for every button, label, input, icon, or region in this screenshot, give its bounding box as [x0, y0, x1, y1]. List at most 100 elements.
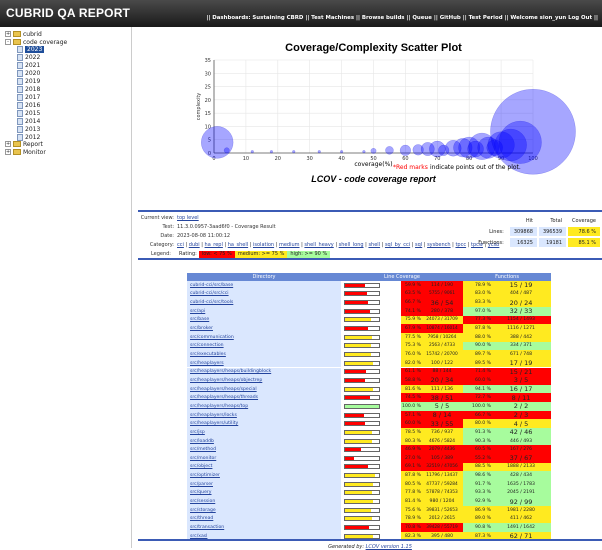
directory-link[interactable]: src/query — [190, 490, 212, 496]
directory-link[interactable]: src/heaplayers/heaps/top — [190, 403, 249, 409]
tree-node-2023[interactable]: 2023 — [17, 45, 45, 53]
date-row: Date: 2023-08-08 11:00:12 — [138, 233, 230, 239]
top-nav-item[interactable]: || Browse builds — [356, 15, 405, 21]
line-coverage-percent: 80.5 % — [401, 479, 423, 489]
directory-link[interactable]: src/thread — [190, 516, 214, 522]
legend-label: Legend: — [150, 251, 171, 257]
expand-toggle-icon[interactable]: + — [5, 141, 11, 147]
sidebar-tree: + cubrid - code coverage 2023 2022 2021 2020 201… — [0, 27, 132, 548]
directory-link[interactable]: src/connection — [190, 343, 224, 349]
tree-node-2020[interactable]: 2020 — [17, 69, 40, 77]
line-coverage-percent: 70.8 % — [401, 523, 423, 532]
top-nav-item[interactable]: || — [594, 15, 598, 21]
category-link-ha_repl[interactable]: ha_repl — [204, 242, 223, 248]
top-nav-item[interactable]: || Queue — [406, 15, 432, 21]
expand-toggle-icon[interactable]: - — [5, 39, 11, 45]
coverage-bar — [344, 447, 380, 453]
folder-icon — [13, 31, 21, 37]
top-nav-item[interactable]: || Welcome sion_yun — [504, 15, 567, 21]
directory-cell: src/connection — [187, 341, 341, 351]
category-link-tpcw[interactable]: tpcw — [470, 242, 483, 248]
directory-link[interactable]: src/optimizer — [190, 473, 220, 479]
coverage-bar-cell — [341, 324, 401, 333]
current-view-link[interactable]: top level — [177, 215, 199, 221]
top-nav-item[interactable]: || Test Period — [462, 15, 503, 21]
summary-lines-hit: 309868 — [509, 227, 537, 236]
tree-node-2016[interactable]: 2016 — [17, 101, 40, 109]
directory-link[interactable]: src/communication — [190, 334, 234, 340]
top-nav-item[interactable]: || Test Machines — [305, 15, 355, 21]
coverage-bar-cell — [341, 315, 401, 325]
tree-node-2018[interactable]: 2018 — [17, 85, 40, 93]
directory-link[interactable]: src/monitor — [190, 455, 217, 461]
function-coverage-percent: 93.3 % — [463, 488, 493, 498]
directory-link[interactable]: src/api — [190, 308, 206, 314]
directory-link[interactable]: cubrid-cci/src/cci — [190, 291, 229, 297]
directory-link[interactable]: src/object — [190, 464, 213, 470]
tree-node-cubrid[interactable]: + cubrid — [5, 30, 42, 38]
tree-node-2013[interactable]: 2013 — [17, 125, 40, 133]
category-link-ycsb[interactable]: ycsb — [487, 242, 500, 248]
function-coverage-percent: 83.0 % — [463, 289, 493, 299]
coverage-bar — [344, 352, 380, 357]
directory-link[interactable]: src/heaplayers/heaps/buildingblock — [190, 369, 272, 375]
tree-node-2012[interactable]: 2012 — [17, 133, 40, 141]
category-link-sysbench[interactable]: sysbench — [427, 242, 451, 248]
functions-header[interactable]: Functions — [495, 274, 519, 280]
directory-cell: cubrid-cci/src/base — [187, 281, 341, 290]
expand-toggle-icon[interactable]: + — [5, 149, 11, 155]
category-separator: | — [274, 242, 279, 248]
chart-note-red: *Red marks — [393, 164, 428, 171]
tree-node-label: 2012 — [25, 133, 41, 141]
category-link-ha_shell[interactable]: ha_shell — [227, 242, 249, 248]
directory-link[interactable]: src/heaplayers/heaps/threads — [190, 395, 259, 401]
category-link-sql_by_cci[interactable]: sql_by_cci — [384, 242, 411, 248]
tree-node-2015[interactable]: 2015 — [17, 109, 40, 117]
directory-link[interactable]: src/transaction — [190, 525, 225, 530]
expand-toggle-icon[interactable]: + — [5, 31, 11, 37]
directory-link[interactable]: cubrid-cci/src/tools — [190, 300, 234, 306]
directory-link[interactable]: src/session — [190, 499, 216, 505]
directory-link[interactable]: src/heaplayers/locks — [190, 412, 237, 418]
directory-link[interactable]: src/xasl — [190, 533, 208, 539]
directory-link[interactable]: src/jsp — [190, 429, 205, 435]
category-link-shell[interactable]: shell — [368, 242, 381, 248]
category-link-cci[interactable]: cci — [177, 242, 184, 248]
tree-node-2021[interactable]: 2021 — [17, 61, 40, 69]
tree-node-2019[interactable]: 2019 — [17, 77, 40, 85]
coverage-bar-cell — [341, 350, 401, 359]
top-nav-item[interactable]: || GitHub — [433, 15, 461, 21]
category-link-tpcc[interactable]: tpcc — [455, 242, 467, 248]
category-link-isolation[interactable]: isolation — [253, 242, 275, 248]
tree-node-2017[interactable]: 2017 — [17, 93, 40, 101]
directory-link[interactable]: cubrid-cci/src/base — [190, 282, 234, 288]
directory-link[interactable]: src/loaddb — [190, 438, 214, 444]
top-nav-item[interactable]: || Dashboards: Sustaining CBRD — [206, 15, 304, 21]
directory-link[interactable]: src/storage — [190, 507, 216, 513]
directory-link[interactable]: src/heaplayers — [190, 360, 224, 366]
tree-node-label: cubrid — [23, 30, 42, 38]
category-link-medium[interactable]: medium — [278, 242, 300, 248]
category-link-shell_long[interactable]: shell_long — [338, 242, 364, 248]
tree-node-report[interactable]: + Report — [5, 140, 43, 148]
directory-link[interactable]: src/executables — [190, 352, 226, 357]
directory-link[interactable]: src/heaplayers/utility — [190, 421, 239, 427]
directory-link[interactable]: src/method — [190, 447, 216, 453]
top-nav-item[interactable]: Log Out — [568, 15, 593, 21]
line-coverage-header[interactable]: Line Coverage — [384, 274, 420, 280]
directory-link[interactable]: src/base — [190, 317, 210, 323]
tree-node-monitor[interactable]: + Monitor — [5, 148, 46, 156]
directory-header[interactable]: Directory — [252, 274, 276, 280]
category-link-sql[interactable]: sql — [415, 242, 423, 248]
lcov-version-link[interactable]: LCOV version 1.15 — [365, 544, 412, 550]
category-link-dubi[interactable]: dubi — [188, 242, 200, 248]
tree-node-2014[interactable]: 2014 — [17, 117, 40, 125]
directory-link[interactable]: src/parser — [190, 481, 213, 487]
coverage-bar-fill — [345, 448, 361, 452]
tree-node-2022[interactable]: 2022 — [17, 53, 40, 61]
directory-link[interactable]: src/broker — [190, 326, 213, 332]
directory-link[interactable]: src/heaplayers/heaps/special — [190, 386, 257, 392]
directory-link[interactable]: src/heaplayers/heaps/objectrep — [190, 377, 263, 383]
tree-node-code-coverage[interactable]: - code coverage — [5, 38, 67, 46]
category-link-shell_heavy[interactable]: shell_heavy — [304, 242, 334, 248]
